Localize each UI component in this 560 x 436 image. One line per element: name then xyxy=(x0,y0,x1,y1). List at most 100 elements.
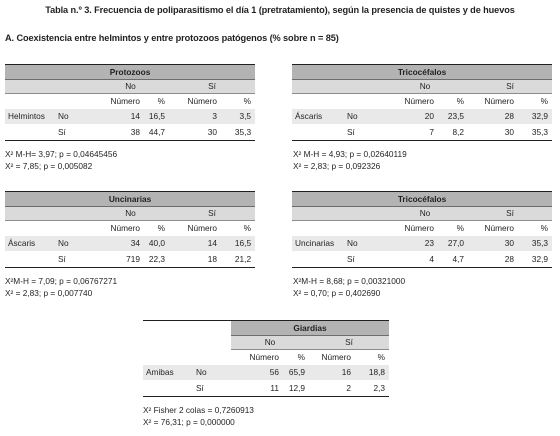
col-numero: Número xyxy=(110,223,140,233)
cell-no-n: 7 xyxy=(382,124,438,141)
row-label: Amibas xyxy=(143,365,193,380)
crosstab-protozoos-helmintos: Protozoos No Sí Número % Número % Helmin… xyxy=(5,64,256,141)
stats-note: X² M-H= 3,97; p = 0,04645456 X² = 7,85; … xyxy=(5,149,117,172)
group-si: Sí xyxy=(169,206,256,221)
group-no: No xyxy=(382,206,468,221)
section-heading: A. Coexistencia entre helmintos y entre … xyxy=(5,33,339,43)
group-si: Sí xyxy=(468,79,553,94)
cell-no-n: 38 xyxy=(92,124,144,141)
group-no: No xyxy=(382,79,468,94)
col-pct: % xyxy=(297,352,305,362)
crosstab-tricocefalos-uncinarias: Tricocéfalos No Sí Número % Número % Unc… xyxy=(292,191,553,268)
cell-no-n: 23 xyxy=(382,236,438,251)
row-cat: Sí xyxy=(344,124,382,141)
cell-si-pct: 18,8 xyxy=(355,365,390,380)
row-cat: Sí xyxy=(344,251,382,268)
cell-no-pct: 4,7 xyxy=(438,251,468,268)
table-header: Giardias xyxy=(231,320,390,336)
col-pct: % xyxy=(377,352,386,362)
stat-line: X² = 2,83; p = 0,007740 xyxy=(5,287,93,298)
group-no: No xyxy=(92,79,169,94)
row-cat: Sí xyxy=(55,251,92,268)
col-numero: Número xyxy=(187,223,217,233)
cell-si-n: 16 xyxy=(309,365,355,380)
cell-si-n: 28 xyxy=(468,109,518,124)
table-header: Tricocéfalos xyxy=(292,64,553,80)
cell-si-n: 2 xyxy=(309,380,355,397)
cell-no-n: 14 xyxy=(92,109,144,124)
cell-si-n: 30 xyxy=(169,124,221,141)
col-numero: Número xyxy=(249,352,279,362)
cell-si-n: 28 xyxy=(468,251,518,268)
cell-no-pct: 44,7 xyxy=(144,124,169,141)
group-no: No xyxy=(231,335,309,350)
row-cat: No xyxy=(193,365,231,380)
col-numero: Número xyxy=(187,96,217,106)
row-cat: Sí xyxy=(55,124,92,141)
cell-si-n: 3 xyxy=(169,109,221,124)
stats-note: X² M-H = 4,93; p = 0,02640119 X² = 2,83;… xyxy=(293,149,407,172)
stat-line: X² = 76,31; p = 0,000000 xyxy=(143,416,235,427)
table-header: Protozoos xyxy=(5,64,256,80)
cell-no-n: 11 xyxy=(231,380,283,397)
cell-si-pct: 3,5 xyxy=(221,109,256,124)
stat-line: X² M-H = 4,93; p = 0,02640119 xyxy=(293,149,407,159)
cell-si-pct: 16,5 xyxy=(221,236,256,251)
row-cat: No xyxy=(344,109,382,124)
group-si: Sí xyxy=(169,79,256,94)
col-numero: Número xyxy=(404,223,434,233)
row-cat: Sí xyxy=(193,380,231,397)
stat-line: X²M-H = 8,68; p = 0,00321000 xyxy=(293,276,406,286)
stat-line: X² M-H= 3,97; p = 0,04645456 xyxy=(5,149,118,159)
col-pct: % xyxy=(243,96,252,106)
stats-note: X²M-H = 8,68; p = 0,00321000 X² = 0,70; … xyxy=(293,276,405,299)
cell-si-pct: 35,3 xyxy=(518,124,553,141)
cell-si-pct: 32,9 xyxy=(518,251,553,268)
cell-no-n: 34 xyxy=(92,236,144,251)
cell-no-pct: 16,5 xyxy=(144,109,169,124)
col-pct: % xyxy=(456,223,464,233)
cell-no-n: 4 xyxy=(382,251,438,268)
cell-no-pct: 27,0 xyxy=(438,236,468,251)
crosstab-giardias-amibas: Giardias No Sí Número % Número % Amibas … xyxy=(143,320,390,397)
stat-line: X² = 0,70; p = 0,402690 xyxy=(293,287,381,298)
table-header: Tricocéfalos xyxy=(292,191,553,207)
cell-no-n: 719 xyxy=(92,251,144,268)
cell-no-pct: 40,0 xyxy=(144,236,169,251)
crosstab-uncinarias-ascaris: Uncinarias No Sí Número % Número % Áscar… xyxy=(5,191,256,268)
cell-no-pct: 12,9 xyxy=(283,380,309,397)
cell-no-pct: 23,5 xyxy=(438,109,468,124)
cell-no-pct: 65,9 xyxy=(283,365,309,380)
group-si: Sí xyxy=(309,335,390,350)
stat-line: X²M-H = 7,09; p = 0,06767271 xyxy=(5,276,118,286)
cell-si-n: 30 xyxy=(468,236,518,251)
row-label: Áscaris xyxy=(5,236,55,251)
cell-no-pct: 22,3 xyxy=(144,251,169,268)
cell-si-n: 18 xyxy=(169,251,221,268)
stats-note: X² Fisher 2 colas = 0,7260913 X² = 76,31… xyxy=(143,405,254,428)
col-numero: Número xyxy=(404,96,434,106)
group-si: Sí xyxy=(468,206,553,221)
cell-no-n: 20 xyxy=(382,109,438,124)
cell-no-n: 56 xyxy=(231,365,283,380)
col-numero: Número xyxy=(484,96,514,106)
col-numero: Número xyxy=(484,223,514,233)
stats-note: X²M-H = 7,09; p = 0,06767271 X² = 2,83; … xyxy=(5,276,117,299)
row-label: Uncinarias xyxy=(292,236,344,251)
group-no: No xyxy=(92,206,169,221)
cell-si-pct: 35,3 xyxy=(221,124,256,141)
cell-si-pct: 32,9 xyxy=(518,109,553,124)
row-cat: No xyxy=(55,236,92,251)
col-pct: % xyxy=(157,96,165,106)
crosstab-tricocefalos-ascaris: Tricocéfalos No Sí Número % Número % Ásc… xyxy=(292,64,553,141)
cell-si-pct: 35,3 xyxy=(518,236,553,251)
col-pct: % xyxy=(157,223,165,233)
col-pct: % xyxy=(540,223,549,233)
col-pct: % xyxy=(243,223,252,233)
row-cat: No xyxy=(55,109,92,124)
stat-line: X² Fisher 2 colas = 0,7260913 xyxy=(143,405,254,415)
table-header: Uncinarias xyxy=(5,191,256,207)
row-label: Helmintos xyxy=(5,109,55,124)
stat-line: X² = 7,85; p = 0,005082 xyxy=(5,160,93,171)
col-numero: Número xyxy=(321,352,351,362)
